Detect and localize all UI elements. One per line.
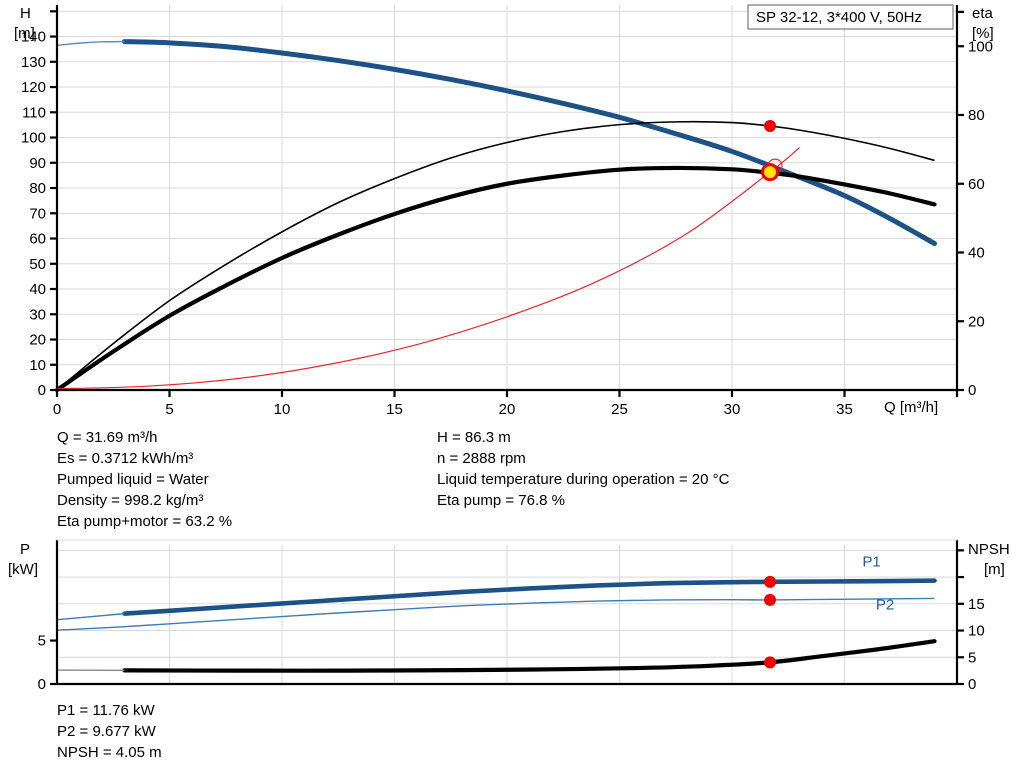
info-pumped-liquid: Pumped liquid = Water xyxy=(57,471,209,488)
axis-unit-eta: [%] xyxy=(972,25,994,42)
axis-unit-npsh: [m] xyxy=(984,561,1005,578)
tick-label-q: 25 xyxy=(611,401,628,418)
curve-label-p1: P1 xyxy=(862,554,880,571)
curve-h-curve-low-flow-extension- xyxy=(56,40,125,47)
tick-label-p: 0 xyxy=(38,676,46,693)
curve-eta-pump xyxy=(56,120,935,391)
tick-label-h: 10 xyxy=(29,357,46,374)
curve-eta-pump-motor xyxy=(54,165,937,393)
curve-h-curve-duty-range- xyxy=(122,39,937,247)
tick-label-q: 0 xyxy=(53,401,61,418)
info-top-left-column: Q = 31.69 m³/h Es = 0.3712 kWh/m³ Pumped… xyxy=(57,427,232,532)
tick-label-q: 35 xyxy=(836,401,853,418)
tick-label-h: 80 xyxy=(29,180,46,197)
tick-label-h: 130 xyxy=(21,54,46,71)
bottom-chart-tick-labels: 0 5 0 5 10 15 xyxy=(38,596,985,693)
operating-info-top: Q = 31.69 m³/h Es = 0.3712 kWh/m³ Pumped… xyxy=(0,425,1024,535)
top-chart-curves xyxy=(54,39,937,393)
info-h: H = 86.3 m xyxy=(437,429,511,446)
info-liquid-temperature: Liquid temperature during operation = 20… xyxy=(437,471,730,488)
bottom-chart-curves: P1 P2 xyxy=(56,554,937,673)
tick-label-p: 5 xyxy=(38,633,46,650)
tick-label-h: 0 xyxy=(38,382,46,399)
tick-label-q: 20 xyxy=(499,401,516,418)
tick-label-h: 140 xyxy=(21,29,46,46)
curve-label-p2: P2 xyxy=(876,597,894,614)
tick-label-h: 100 xyxy=(21,130,46,147)
axis-title-h: H xyxy=(20,5,31,22)
operating-point-marker-1 xyxy=(764,575,777,588)
info-q: Q = 31.69 m³/h xyxy=(57,429,158,446)
head-efficiency-chart: 0102030405060708090100110120130140020406… xyxy=(14,4,994,418)
axis-unit-h: [m] xyxy=(14,25,35,42)
title-box: SP 32-12, 3*400 V, 50Hz xyxy=(747,4,954,30)
tick-label-h: 20 xyxy=(29,332,46,349)
tick-label-h: 90 xyxy=(29,155,46,172)
tick-label-h: 30 xyxy=(29,306,46,323)
tick-label-h: 120 xyxy=(21,79,46,96)
top-chart-gridlines xyxy=(56,5,958,391)
curve-p2 xyxy=(56,597,935,631)
tick-label-h: 60 xyxy=(29,231,46,248)
tick-label-npsh: 15 xyxy=(968,596,985,613)
bottom-chart-axes xyxy=(50,539,964,686)
tick-label-eta: 0 xyxy=(968,382,976,399)
tick-label-h: 110 xyxy=(22,104,46,121)
info-es: Es = 0.3712 kWh/m³ xyxy=(57,450,194,467)
title-box-frame xyxy=(747,4,954,30)
curve-system-curve xyxy=(56,147,800,390)
info-eta-pump: Eta pump = 76.8 % xyxy=(437,492,565,509)
curve-p1 xyxy=(122,578,937,616)
info-density: Density = 998.2 kg/m³ xyxy=(57,492,204,509)
operating-point-marker-2 xyxy=(764,593,777,606)
info-top-right-column: H = 86.3 m n = 2888 rpm Liquid temperatu… xyxy=(437,427,729,511)
tick-label-q: 5 xyxy=(165,401,173,418)
tick-label-q: 10 xyxy=(274,401,291,418)
axis-unit-p: [kW] xyxy=(8,561,38,578)
info-n: n = 2888 rpm xyxy=(437,450,526,467)
axis-title-q: Q [m³/h] xyxy=(884,399,938,416)
tick-label-h: 70 xyxy=(29,205,46,222)
tick-label-eta: 20 xyxy=(968,313,985,330)
operating-point-marker-3 xyxy=(764,656,777,669)
eta-pump-marker xyxy=(764,120,777,132)
info-p1: P1 = 11.76 kW xyxy=(57,702,155,719)
curve-npsh xyxy=(122,639,937,673)
axis-title-p: P xyxy=(20,541,30,558)
operating-info-bottom: P1 = 11.76 kW P2 = 9.677 kW NPSH = 4.05 … xyxy=(57,700,162,763)
tick-label-h: 50 xyxy=(29,256,46,273)
tick-label-q: 30 xyxy=(724,401,741,418)
tick-label-eta: 80 xyxy=(968,107,985,124)
tick-label-eta: 40 xyxy=(968,245,985,262)
bottom-chart-gridlines xyxy=(56,545,958,685)
tick-label-eta: 100 xyxy=(968,38,993,55)
tick-label-q: 15 xyxy=(386,401,403,418)
tick-label-npsh: 5 xyxy=(968,649,976,666)
tick-label-eta: 60 xyxy=(968,176,985,193)
operating-point-marker[interactable] xyxy=(761,163,780,182)
top-chart-axes xyxy=(50,5,964,397)
axis-title-npsh: NPSH xyxy=(968,541,1010,558)
curve-p1-extension xyxy=(56,612,125,621)
title-box-label: SP 32-12, 3*400 V, 50Hz xyxy=(756,9,922,26)
power-npsh-chart: P1 P2 0 5 0 5 10 15 P [kW] NPSH [m] xyxy=(8,539,1010,693)
tick-label-h: 40 xyxy=(29,281,46,298)
tick-label-npsh: 10 xyxy=(968,623,985,640)
top-chart-tick-labels: 0102030405060708090100110120130140020406… xyxy=(21,29,993,418)
info-p2: P2 = 9.677 kW xyxy=(57,723,156,740)
tick-label-npsh: 0 xyxy=(968,676,976,693)
info-eta-pump-motor: Eta pump+motor = 63.2 % xyxy=(57,513,233,530)
info-npsh: NPSH = 4.05 m xyxy=(57,744,162,761)
axis-title-eta: eta xyxy=(972,5,994,22)
